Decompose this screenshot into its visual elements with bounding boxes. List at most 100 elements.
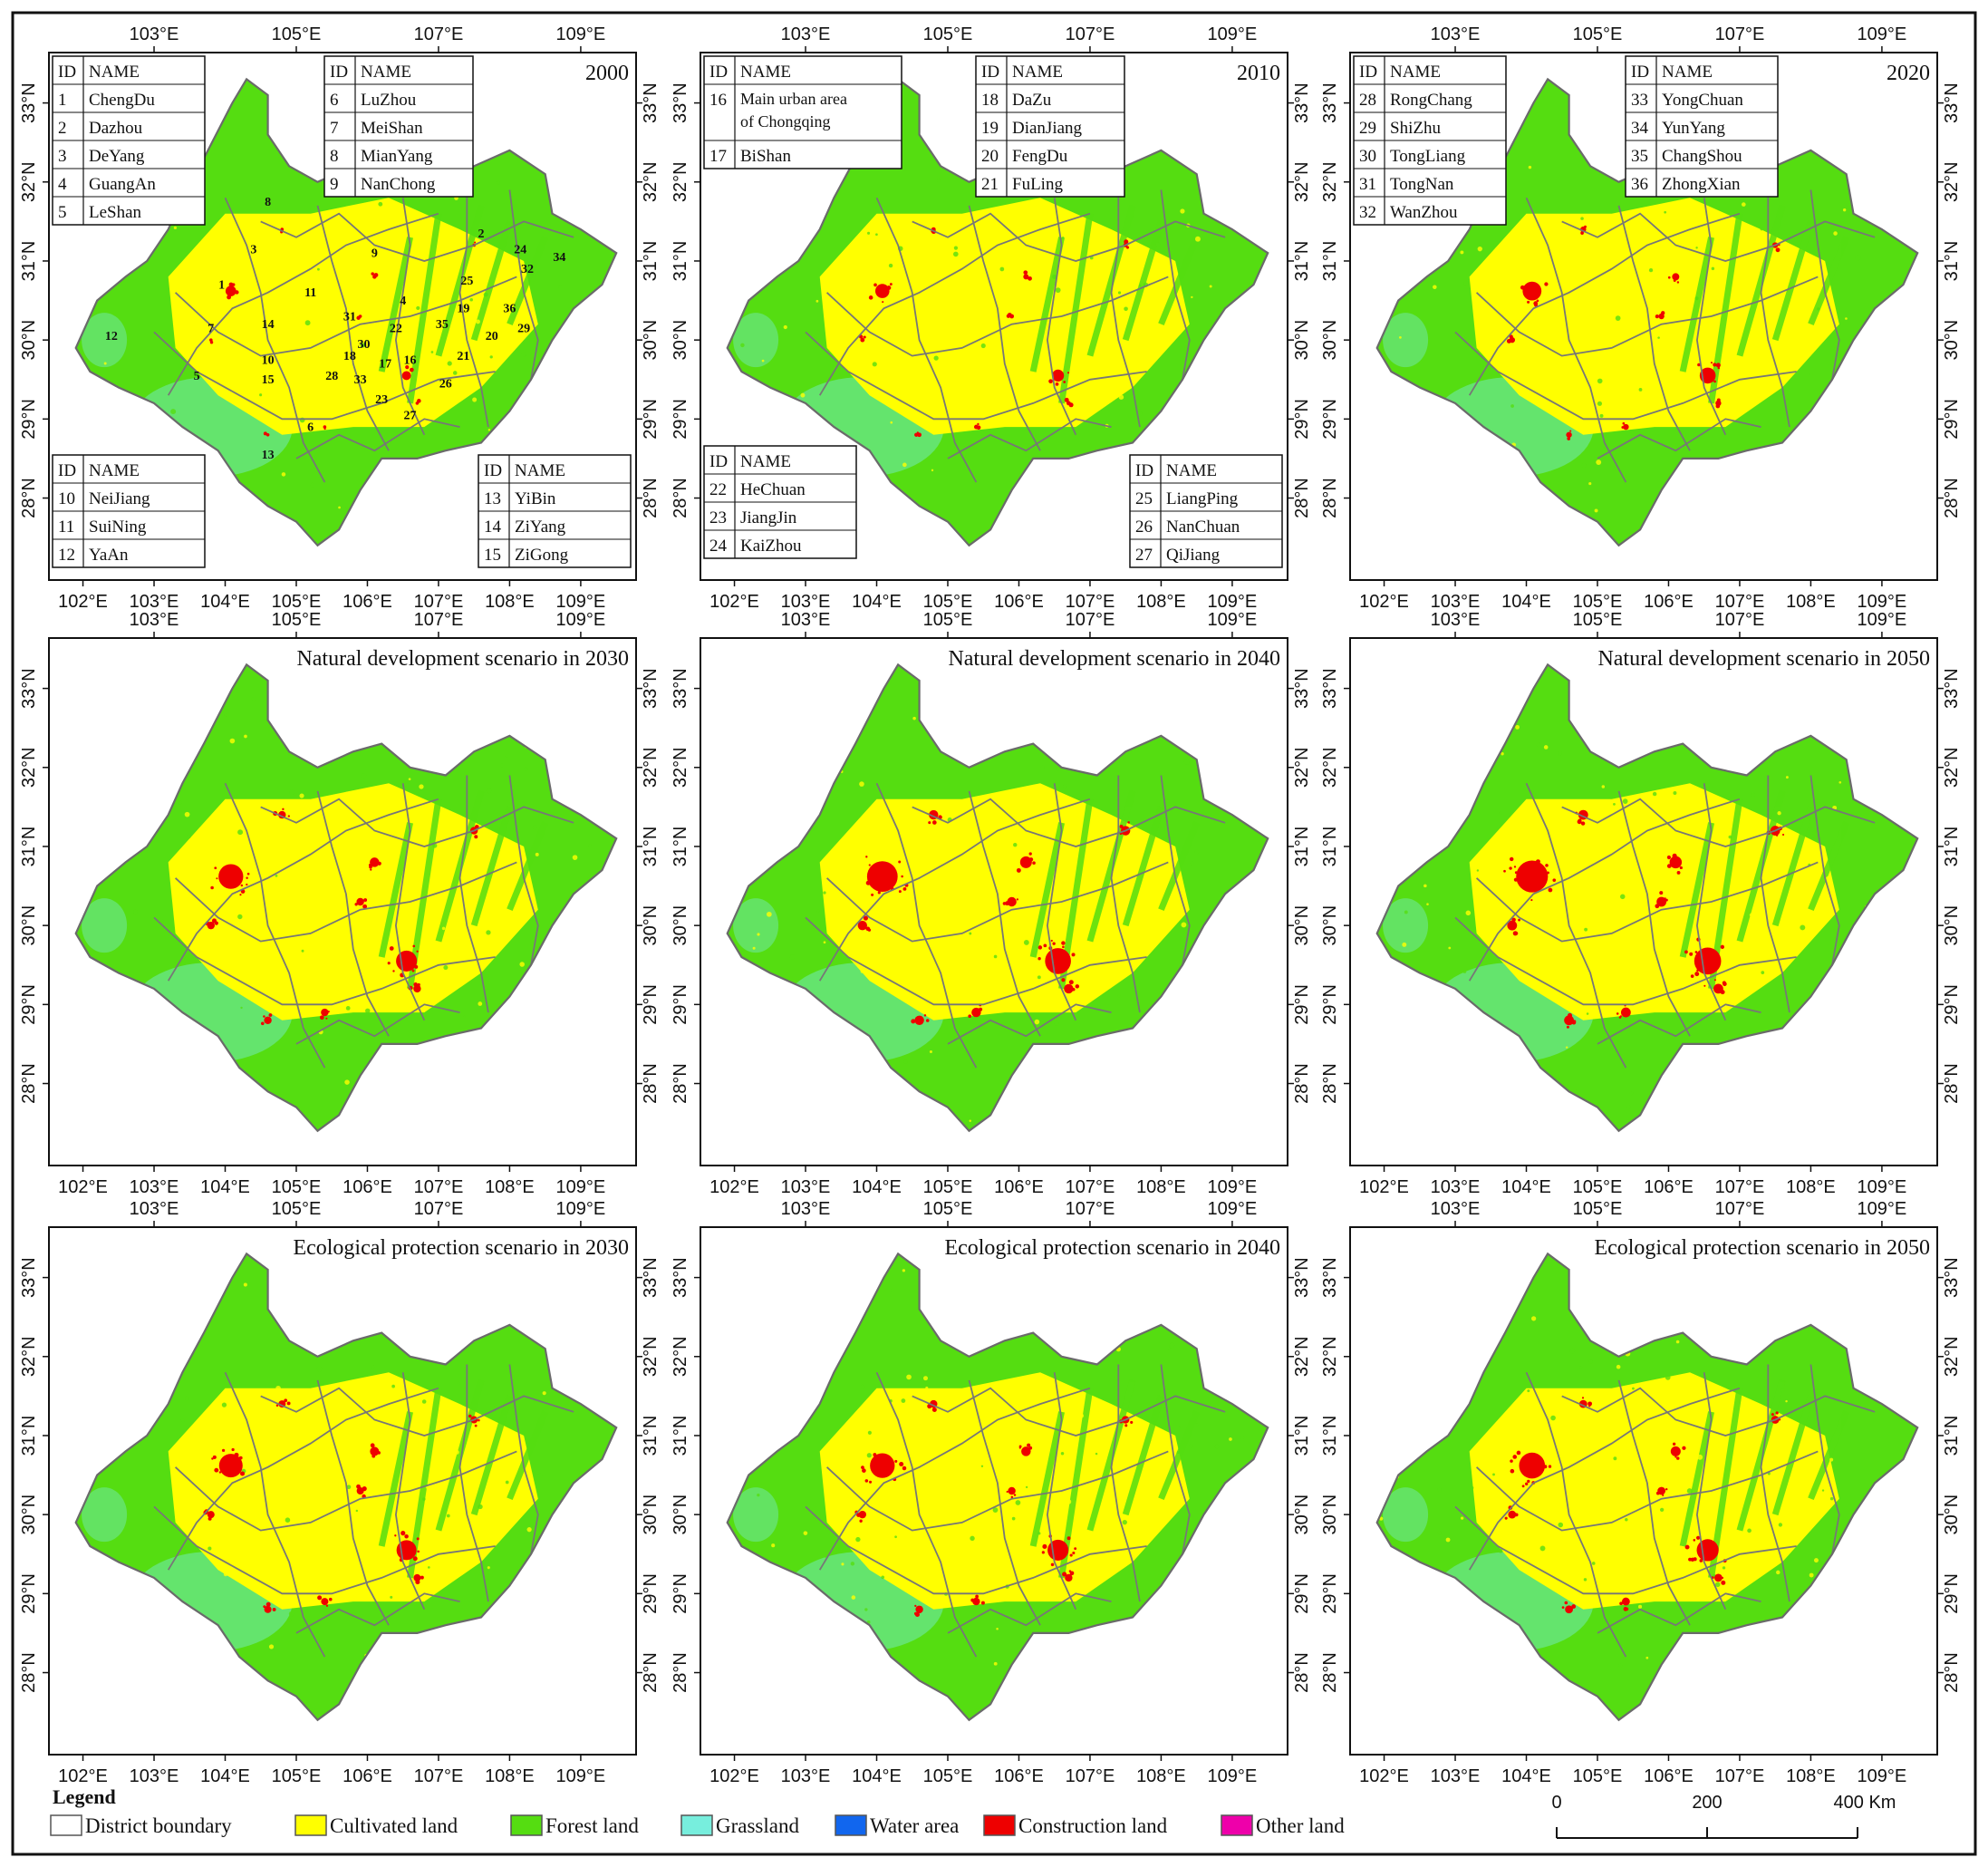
construction-land-patch: [1062, 945, 1065, 949]
construction-land-patch: [1703, 984, 1706, 987]
landcover-speckle: [970, 1535, 975, 1542]
district-boundary-line: [224, 197, 326, 483]
district-boundary-line: [153, 1505, 496, 1595]
district-id-label: 25: [460, 275, 473, 288]
landcover-speckle: [289, 789, 295, 796]
landcover-speckle: [1034, 1019, 1040, 1025]
latitude-tick-label: 28°N: [641, 1063, 661, 1104]
construction-land-patch: [210, 885, 214, 890]
cultivated-land-area: [819, 1372, 1190, 1610]
landcover-speckle: [1079, 1413, 1085, 1418]
landcover-speckle: [1532, 1287, 1538, 1293]
district-id-label: 22: [390, 322, 402, 335]
landcover-speckle: [902, 462, 907, 468]
landcover-speckle: [1543, 745, 1549, 750]
table-cell-name: Main urban area: [740, 90, 847, 108]
construction-land-patch: [1063, 381, 1066, 383]
forest-ridge: [470, 1395, 513, 1516]
district-boundary-line: [224, 1371, 326, 1658]
table-cell-name: SuiNing: [89, 518, 147, 537]
latitude-tick-label: 28°N: [1942, 1652, 1962, 1693]
construction-land-patch: [1697, 363, 1701, 367]
construction-land-patch: [369, 865, 372, 869]
construction-land-patch: [867, 928, 872, 932]
district-id-label: 3: [250, 243, 256, 256]
construction-land-patch: [1508, 1510, 1517, 1519]
construction-land-patch: [1572, 1020, 1577, 1023]
district-id-label: 30: [358, 338, 371, 352]
construction-land-patch: [1545, 864, 1549, 867]
latitude-tick-label: 32°N: [1942, 747, 1962, 788]
longitude-tick-label: 103°E: [781, 592, 831, 612]
landcover-speckle: [1565, 1046, 1568, 1049]
landcover-speckle: [1809, 1572, 1814, 1578]
landcover-speckle: [1492, 242, 1497, 247]
landcover-speckle: [1194, 849, 1200, 855]
district-boundary-line: [508, 775, 539, 965]
longitude-tick-label: 106°E: [343, 1766, 392, 1786]
latitude-tick-label: 32°N: [1320, 747, 1340, 788]
longitude-tick-label: 104°E: [1501, 1766, 1551, 1786]
construction-land-patch: [1577, 819, 1582, 825]
landcover-speckle: [1061, 236, 1065, 239]
landcover-speckle: [1399, 335, 1402, 339]
construction-land-patch: [356, 315, 361, 320]
landcover-speckle: [1597, 378, 1603, 384]
district-boundary-line: [1160, 1364, 1191, 1554]
landcover-speckle: [472, 397, 478, 402]
landcover-speckle: [1531, 1316, 1537, 1321]
construction-land-patch: [914, 432, 919, 437]
district-boundary-line: [875, 1371, 978, 1658]
table-cell-name: BiShan: [740, 147, 791, 166]
landcover-speckle: [1211, 228, 1216, 233]
district-boundary-line: [1160, 775, 1191, 965]
landcover-speckle: [980, 1465, 984, 1468]
latitude-tick-label: 31°N: [1292, 827, 1312, 867]
construction-land-patch: [317, 1595, 323, 1601]
forest-ridge: [435, 789, 485, 943]
construction-land-patch: [231, 1447, 235, 1452]
table-cell-id: 33: [1631, 91, 1648, 110]
construction-land-patch: [218, 1454, 243, 1478]
latitude-tick-label: 31°N: [1320, 241, 1340, 282]
landcover-speckle: [240, 1006, 243, 1010]
construction-land-patch: [866, 861, 898, 892]
table-cell-name: ChengDu: [89, 91, 155, 110]
table-cell-name: ZiGong: [515, 546, 569, 565]
district-boundary-line: [316, 1379, 390, 1626]
forest-ridge: [1679, 822, 1714, 958]
landcover-speckle: [1476, 869, 1480, 872]
forest-ridge: [378, 1411, 413, 1547]
forest-ridge: [1086, 204, 1136, 357]
construction-land-patch: [1713, 380, 1716, 383]
landcover-speckle: [447, 361, 452, 366]
longitude-tick-label: 104°E: [852, 1177, 902, 1197]
construction-land-patch: [1665, 1487, 1668, 1491]
landcover-speckle: [487, 429, 491, 431]
landcover-speckle: [1638, 388, 1643, 392]
construction-land-patch: [231, 283, 236, 286]
legend-swatch: [50, 1814, 82, 1836]
forest-ridge: [435, 1378, 485, 1532]
construction-land-patch: [1124, 239, 1129, 245]
landcover-speckle: [1011, 1516, 1016, 1521]
latitude-tick-label: 30°N: [1320, 1495, 1340, 1535]
landcover-speckle: [1749, 913, 1754, 917]
district-id-label: 26: [439, 377, 452, 391]
latitude-tick-label: 28°N: [671, 1063, 690, 1104]
landcover-speckle: [532, 825, 537, 830]
construction-land-patch: [1010, 1495, 1014, 1499]
construction-land-patch: [971, 1007, 981, 1018]
landcover-speckle: [1855, 255, 1861, 261]
district-boundary-line: [1475, 861, 1819, 943]
landcover-speckle: [1539, 1545, 1546, 1552]
landcover-speckle: [256, 822, 260, 826]
landcover-speckle: [1632, 1387, 1635, 1390]
landcover-speckle: [1583, 1578, 1588, 1582]
landcover-speckle: [443, 965, 449, 971]
construction-land-patch: [392, 970, 395, 972]
landcover-speckle: [1503, 856, 1510, 862]
landcover-speckle: [374, 310, 380, 315]
latitude-tick-label: 30°N: [1320, 320, 1340, 361]
construction-land-patch: [371, 272, 374, 276]
